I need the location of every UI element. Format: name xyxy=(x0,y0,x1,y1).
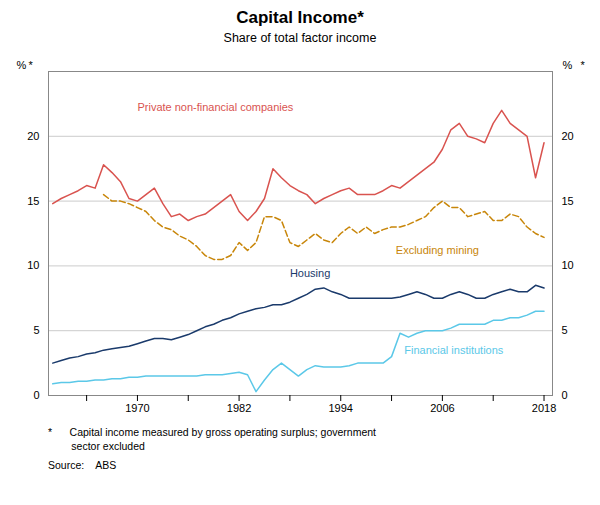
svg-text:1982: 1982 xyxy=(227,402,251,414)
svg-text:*: * xyxy=(581,59,586,71)
html-text:Share of total factor income: Share of total factor income xyxy=(223,31,377,45)
html-text:Source: ABS: Source: ABS xyxy=(48,459,117,471)
svg-text:5: 5 xyxy=(33,324,39,336)
html-text:sector excluded: sector excluded xyxy=(48,440,145,452)
svg-text:0: 0 xyxy=(33,389,39,401)
svg-text:0: 0 xyxy=(562,389,568,401)
svg-text:1994: 1994 xyxy=(328,402,352,414)
svg-text:2018: 2018 xyxy=(532,402,556,414)
svg-text:%: % xyxy=(17,59,27,71)
svg-text:Private non-financial companie: Private non-financial companies xyxy=(137,101,293,113)
svg-text:15: 15 xyxy=(27,195,39,207)
svg-text:1970: 1970 xyxy=(125,402,149,414)
svg-text:15: 15 xyxy=(562,195,574,207)
svg-text:10: 10 xyxy=(562,259,574,271)
svg-text:10: 10 xyxy=(27,259,39,271)
svg-text:*: * xyxy=(29,59,34,71)
svg-text:20: 20 xyxy=(27,130,39,142)
html-text:* Capital income measured by g: * Capital income measured by gross opera… xyxy=(48,426,376,438)
svg-text:%: % xyxy=(563,59,573,71)
html-text:Capital Income*: Capital Income* xyxy=(236,8,364,27)
svg-text:2006: 2006 xyxy=(430,402,454,414)
svg-text:20: 20 xyxy=(562,130,574,142)
svg-text:5: 5 xyxy=(562,324,568,336)
svg-text:Housing: Housing xyxy=(290,267,330,279)
svg-text:Excluding mining: Excluding mining xyxy=(396,244,479,256)
svg-text:Financial institutions: Financial institutions xyxy=(404,344,504,356)
